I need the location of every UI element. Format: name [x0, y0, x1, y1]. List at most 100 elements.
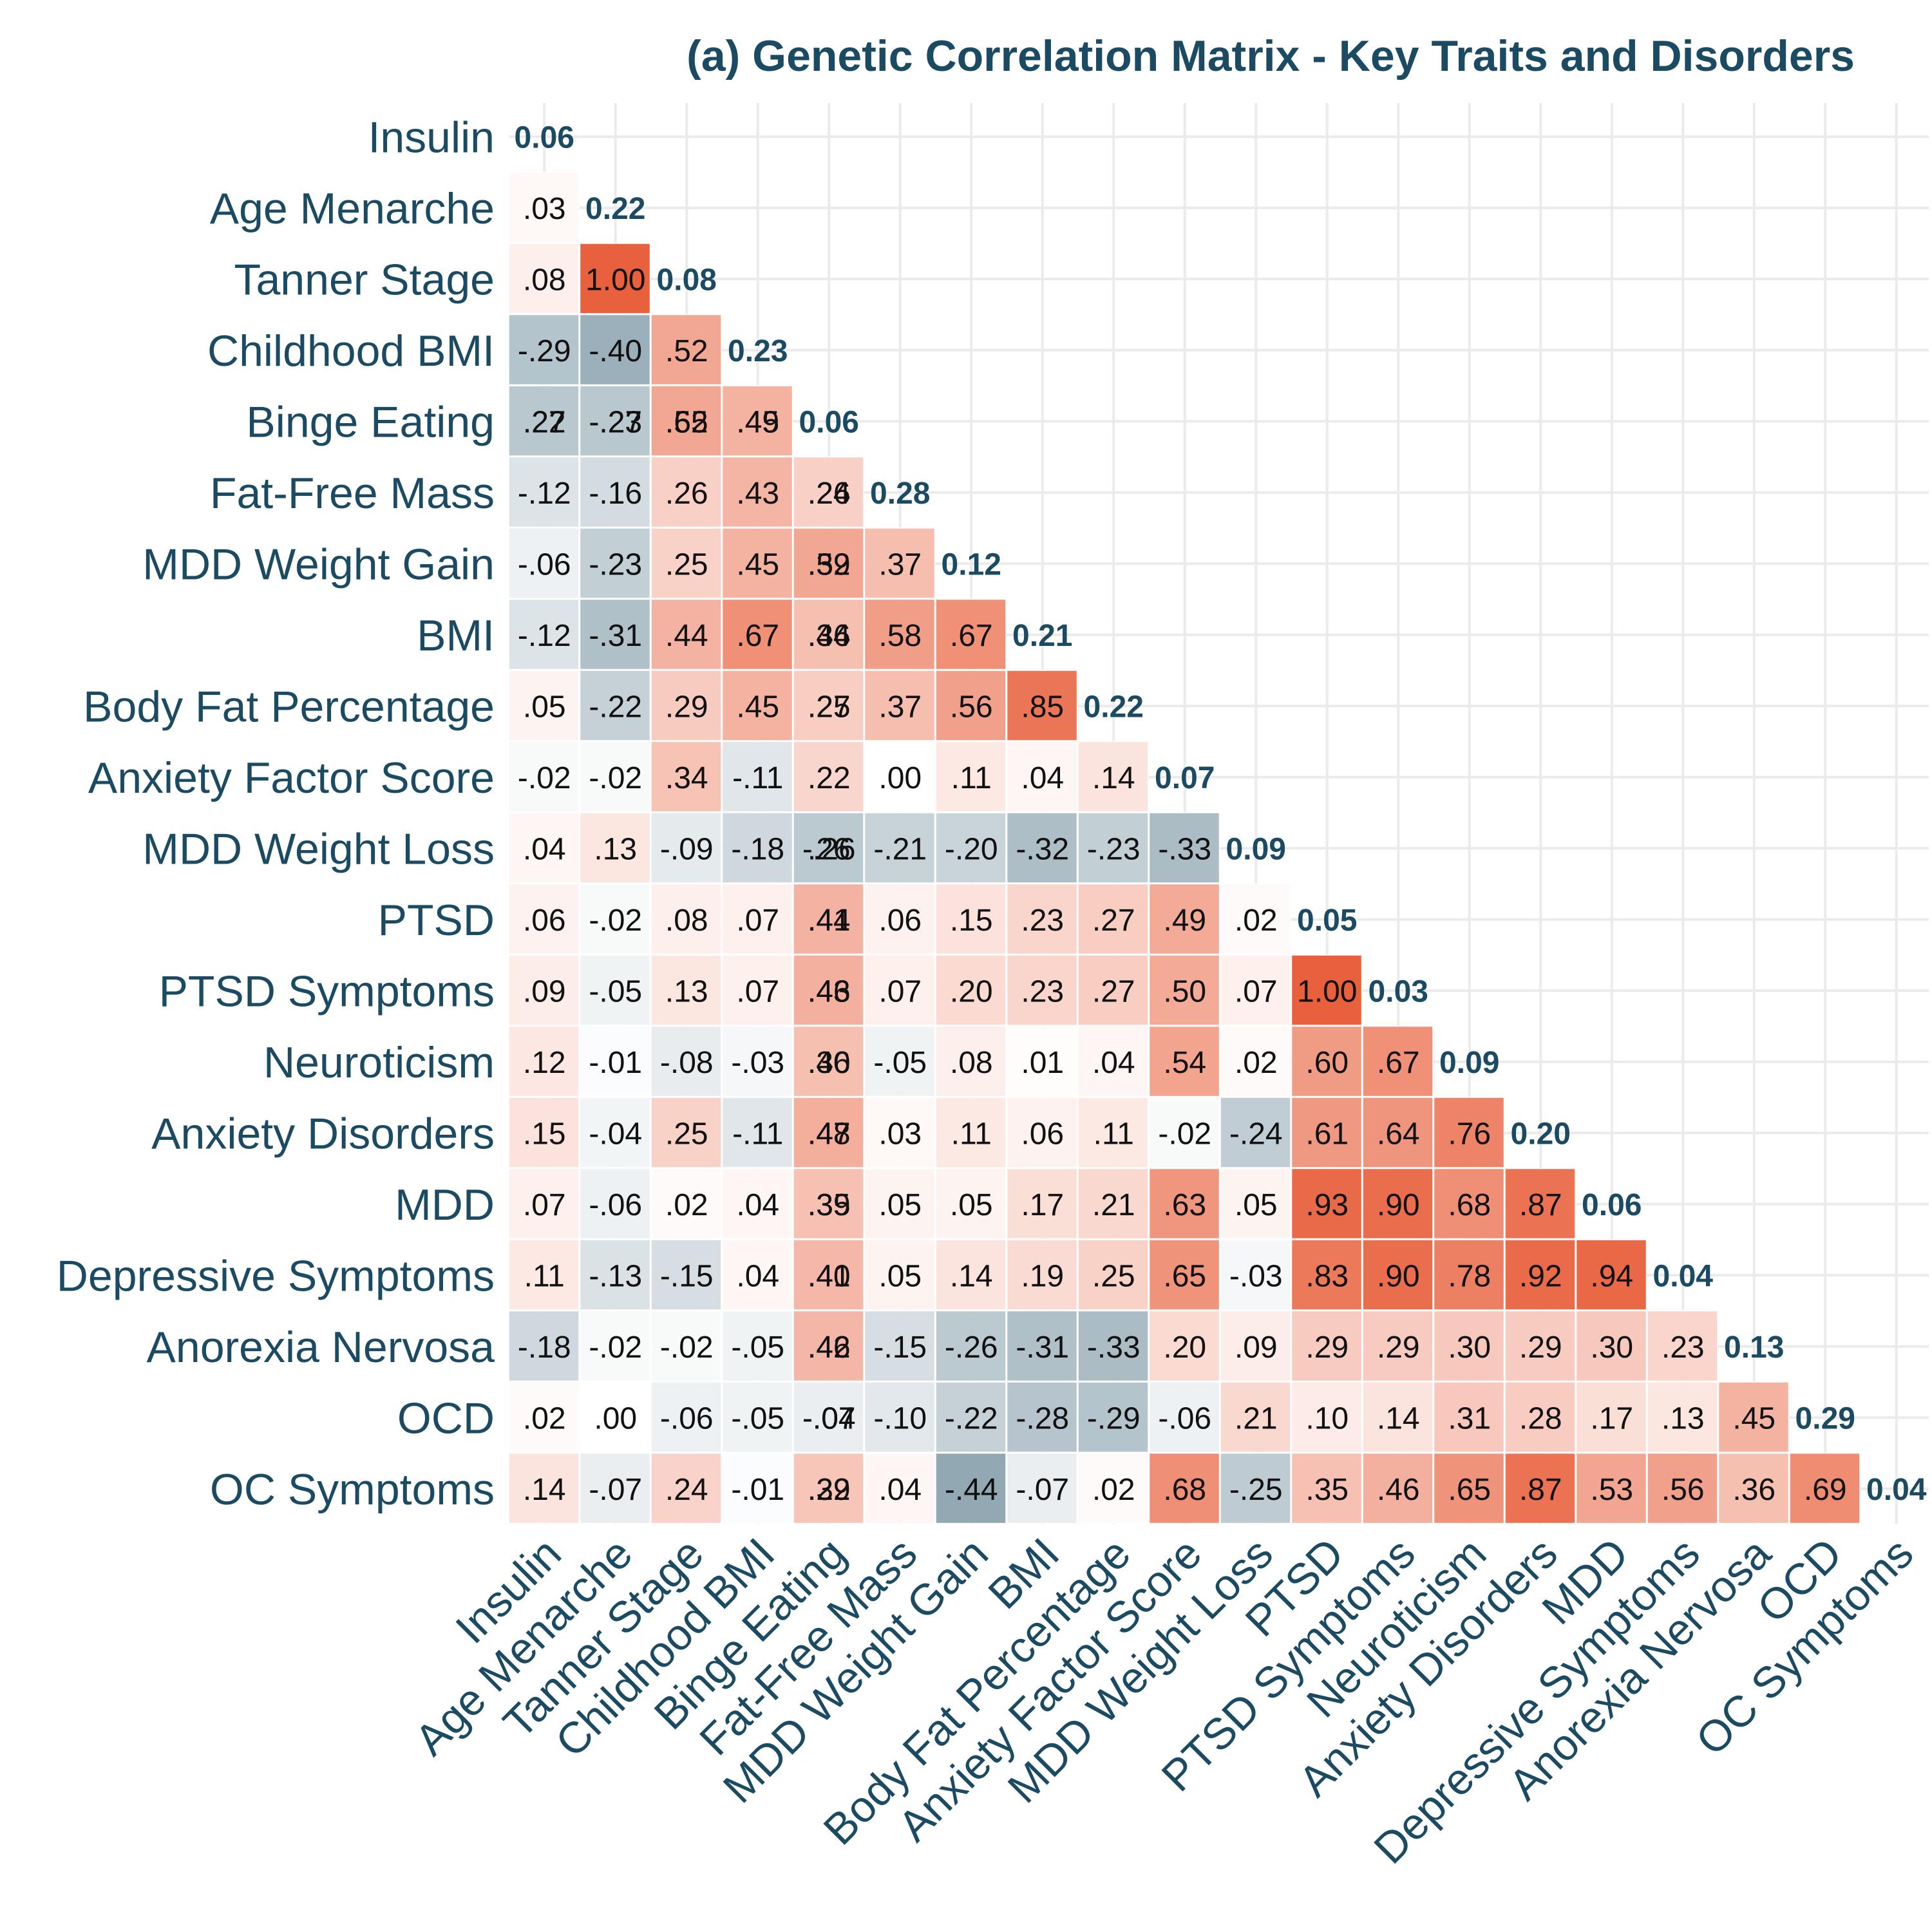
cell-label: .65: [1163, 1259, 1206, 1293]
heatmap-cell: [1220, 1310, 1291, 1382]
heatmap-cell: [1006, 670, 1078, 741]
cell-label: .20: [1163, 1331, 1206, 1365]
cell-label: .29: [1377, 1331, 1420, 1365]
heatmap-cell: [1291, 1381, 1363, 1453]
diagonal-label: 0.12: [942, 547, 1001, 582]
heatmap-cell: [1006, 1097, 1078, 1168]
cell-label: .69: [1804, 1473, 1847, 1507]
cell-label: .02: [1235, 904, 1278, 938]
cell-label: .34: [665, 761, 708, 795]
heatmap-cell: [508, 1310, 580, 1382]
cell-label: -.23: [589, 405, 642, 439]
cell-label: .20: [950, 974, 993, 1009]
heatmap-cell: [508, 954, 580, 1026]
cell-label: .52: [665, 334, 708, 368]
heatmap-cell: [1077, 1452, 1149, 1524]
cell-label: -.22: [589, 690, 642, 724]
cell-label: .87: [1519, 1188, 1562, 1222]
cell-label: .44: [808, 904, 851, 938]
heatmap-cell: [579, 527, 651, 599]
heatmap-cell: [1006, 1168, 1078, 1240]
cell-label: .92: [1519, 1259, 1562, 1293]
heatmap-cell: [508, 812, 580, 884]
cell-label: .54: [1163, 1046, 1206, 1080]
cell-label: .29: [665, 690, 708, 724]
cell-label: .41: [808, 904, 851, 938]
cell-label: -.11: [732, 761, 783, 795]
heatmap-cell: [1077, 883, 1149, 955]
cell-label: .37: [878, 690, 922, 724]
cell-label: .10: [1305, 1401, 1349, 1435]
heatmap-cell: [935, 883, 1007, 955]
heatmap-cell: [721, 598, 793, 670]
heatmap-cell: [1148, 1168, 1220, 1240]
cell-label: .06: [1021, 1117, 1064, 1151]
cell-label: .23: [1662, 1331, 1705, 1365]
heatmap-cell: [1575, 1310, 1647, 1382]
heatmap-cell: [935, 1452, 1007, 1524]
cell-label: .05: [1235, 1188, 1278, 1222]
cell-label: .08: [665, 904, 708, 938]
heatmap-cell: [1433, 1310, 1505, 1382]
heatmap-cell: [579, 385, 651, 457]
cell-label: -.26: [802, 832, 856, 866]
cell-label: .64: [1377, 1117, 1420, 1151]
heatmap-cell: [864, 741, 936, 813]
heatmap-cell: [1077, 1097, 1149, 1168]
cell-label: .43: [808, 974, 851, 1009]
diagonal-label: 0.07: [1155, 761, 1215, 795]
cell-label: .07: [878, 974, 922, 1009]
cell-label: .05: [950, 1188, 993, 1222]
diagonal-label: 0.09: [1226, 832, 1286, 866]
cell-label: .29: [1305, 1331, 1349, 1365]
cell-label: .49: [736, 405, 779, 439]
heatmap-cell: [935, 1097, 1007, 1168]
cell-label: -.02: [589, 904, 642, 938]
heatmap-cell: [721, 670, 793, 741]
heatmap-cell: [508, 1168, 580, 1240]
cell-label: .68: [1448, 1188, 1491, 1222]
cell-label: .46: [808, 974, 851, 1009]
cell-label: .15: [950, 904, 993, 938]
cell-label: .30: [1590, 1331, 1633, 1365]
cell-label: .07: [736, 904, 779, 938]
heatmap-cell: [579, 243, 651, 314]
cell-label: .07: [1235, 974, 1278, 1009]
heatmap-cell: [1575, 1381, 1647, 1453]
heatmap-cell: [508, 243, 580, 314]
heatmap-cell: [864, 1381, 936, 1453]
heatmap-cell: [1291, 1025, 1363, 1097]
heatmap-cell: [1504, 1168, 1576, 1240]
heatmap-cell: [579, 314, 651, 386]
cell-label: .13: [1662, 1401, 1705, 1435]
cell-label: -.33: [1087, 1331, 1141, 1365]
cell-label: .27: [808, 690, 851, 724]
cell-label: .45: [736, 690, 779, 724]
cell-label: .52: [665, 405, 708, 439]
cell-label: .26: [808, 832, 851, 866]
cell-label: -.29: [518, 334, 571, 368]
heatmap-cell: [1077, 1025, 1149, 1097]
cell-label: -.15: [873, 1331, 927, 1365]
cell-label: -.24: [1229, 1117, 1283, 1151]
cell-label: -.05: [589, 974, 642, 1009]
cell-label: .48: [808, 1117, 851, 1151]
y-tick-label: MDD Weight Gain: [142, 540, 495, 589]
cell-label: .21: [1235, 1401, 1278, 1435]
heatmap-cell: [650, 527, 722, 599]
cell-label: .50: [1163, 974, 1206, 1009]
cell-label: .67: [736, 619, 779, 653]
cell-label: .46: [1377, 1473, 1420, 1507]
heatmap-cell: [1504, 1381, 1576, 1453]
cell-label: .40: [808, 1046, 851, 1080]
cell-label: -.06: [589, 1188, 642, 1222]
cell-label: .11: [1094, 1117, 1134, 1151]
y-tick-label: Binge Eating: [246, 397, 495, 446]
cell-label: .02: [1092, 1473, 1135, 1507]
cell-label: .08: [950, 1046, 993, 1080]
y-tick-label: BMI: [417, 611, 495, 660]
cell-label: -.44: [945, 1473, 998, 1507]
heatmap-cell: [650, 1168, 722, 1240]
heatmap-cell: [935, 1239, 1007, 1311]
